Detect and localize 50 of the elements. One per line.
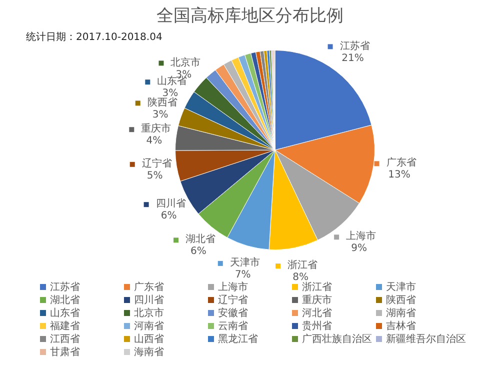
category-label: 湖北省 bbox=[50, 295, 80, 306]
text: 统计日期：2017.10-2018.04 bbox=[26, 30, 162, 44]
legend-label: 山东省 bbox=[157, 75, 188, 88]
legend-label: 云南省 bbox=[217, 320, 249, 333]
data-label: 6% bbox=[190, 246, 206, 258]
legend-label: 天津市 bbox=[230, 256, 260, 269]
data-label: 13% bbox=[388, 170, 410, 181]
legend-label: 江西省 bbox=[49, 333, 81, 346]
legend-label: 重庆市 bbox=[141, 122, 172, 135]
category-label: 广东省 bbox=[134, 282, 164, 293]
legend-label: 广东省 bbox=[386, 156, 416, 169]
legend-label: 广西壮族自治区 bbox=[301, 333, 373, 346]
data-label: 21% bbox=[342, 52, 364, 64]
data-label: 6% bbox=[160, 210, 177, 222]
legend-label: 山西省 bbox=[133, 333, 165, 346]
data-label: 5% bbox=[146, 170, 163, 182]
category-label: 上海市 bbox=[218, 282, 248, 293]
legend-label: 黑龙江省 bbox=[217, 333, 259, 346]
legend-label: 湖南省 bbox=[385, 307, 417, 320]
category-label: 天津市 bbox=[386, 282, 416, 293]
data-label: 9% bbox=[351, 243, 367, 254]
legend-label: 湖北省 bbox=[185, 233, 216, 246]
legend-label: 新疆维吾尔自治区 bbox=[385, 333, 466, 346]
category-label: 四川省 bbox=[134, 295, 164, 306]
category-label: 北京市 bbox=[134, 308, 164, 319]
legend-label: 甘肃省 bbox=[49, 346, 81, 359]
legend-label: 福建省 bbox=[49, 320, 81, 333]
category-label: 山东省 bbox=[50, 308, 80, 319]
legend-label: 浙江省 bbox=[288, 259, 318, 272]
legend-label: 北京市 bbox=[170, 56, 201, 68]
category-label: 重庆市 bbox=[302, 295, 332, 306]
data-label: 7% bbox=[234, 270, 251, 281]
category-label: 浙江省 bbox=[302, 282, 332, 293]
legend-label: 河北省 bbox=[301, 307, 333, 320]
legend-label: 上海市 bbox=[346, 230, 376, 242]
legend-label: 吉林省 bbox=[385, 320, 417, 333]
legend-label: 河南省 bbox=[133, 320, 165, 333]
legend-label: 四川省 bbox=[156, 198, 186, 210]
data-label: 3% bbox=[152, 109, 168, 120]
category-label: 江苏省 bbox=[50, 282, 80, 293]
legend-label: 江苏省 bbox=[340, 40, 370, 52]
legend-label: 安徽省 bbox=[217, 307, 249, 320]
legend-label: 海南省 bbox=[133, 346, 165, 359]
data-label: 4% bbox=[146, 136, 162, 147]
chart-title: 全国高标库地区分布比例 bbox=[156, 5, 344, 27]
category-label: 陕西省 bbox=[386, 295, 416, 306]
category-label: 辽宁省 bbox=[218, 295, 248, 306]
legend-label: 贵州省 bbox=[301, 320, 333, 333]
legend-label: 辽宁省 bbox=[142, 158, 172, 170]
legend-label: 陕西省 bbox=[147, 96, 178, 108]
